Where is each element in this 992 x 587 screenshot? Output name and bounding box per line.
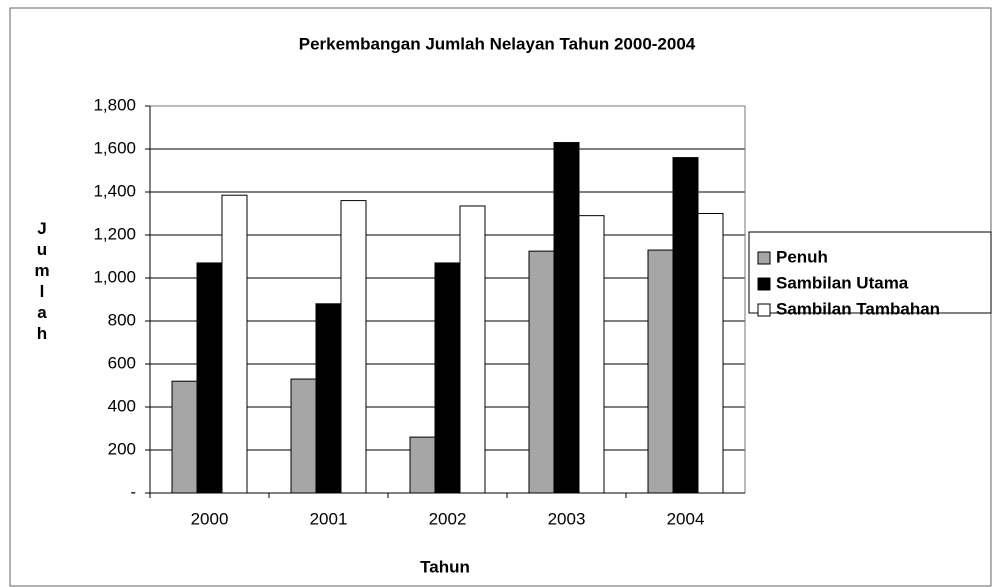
x-axis-label: Tahun — [420, 557, 470, 576]
y-tick-label: 200 — [108, 439, 136, 458]
bar — [340, 200, 367, 494]
bar — [578, 215, 605, 494]
bar — [528, 250, 555, 494]
legend-label: Sambilan Utama — [776, 273, 909, 292]
y-tick-label: 1,800 — [93, 95, 136, 114]
legend-swatch — [757, 251, 771, 265]
x-tick-label: 2001 — [310, 509, 348, 528]
y-tick-label: 1,200 — [93, 224, 136, 243]
chart-title: Perkembangan Jumlah Nelayan Tahun 2000-2… — [299, 34, 696, 53]
legend-box — [748, 231, 992, 314]
bar — [434, 262, 461, 494]
bar — [221, 194, 248, 494]
y-tick-label: 400 — [108, 396, 136, 415]
bar — [697, 213, 724, 494]
bar — [647, 249, 674, 494]
y-tick-label: 600 — [108, 353, 136, 372]
bar — [290, 378, 317, 494]
x-tick-label: 2004 — [667, 509, 705, 528]
legend-swatch — [757, 277, 771, 291]
legend-swatch — [757, 303, 771, 317]
bar — [315, 303, 342, 494]
y-tick-label: 800 — [108, 310, 136, 329]
bar — [553, 142, 580, 494]
y-tick-label: 1,000 — [93, 267, 136, 286]
y-tick-label: 1,600 — [93, 138, 136, 157]
legend-label: Penuh — [776, 247, 828, 266]
bar — [196, 262, 223, 494]
x-tick-label: 2002 — [429, 509, 467, 528]
x-tick-label: 2003 — [548, 509, 586, 528]
y-tick-label: - — [130, 482, 136, 501]
bar — [409, 436, 436, 494]
bar — [171, 380, 198, 494]
x-tick-label: 2000 — [191, 509, 229, 528]
bar — [672, 157, 699, 494]
y-tick-label: 1,400 — [93, 181, 136, 200]
legend-label: Sambilan Tambahan — [776, 299, 940, 318]
bar — [459, 205, 486, 494]
